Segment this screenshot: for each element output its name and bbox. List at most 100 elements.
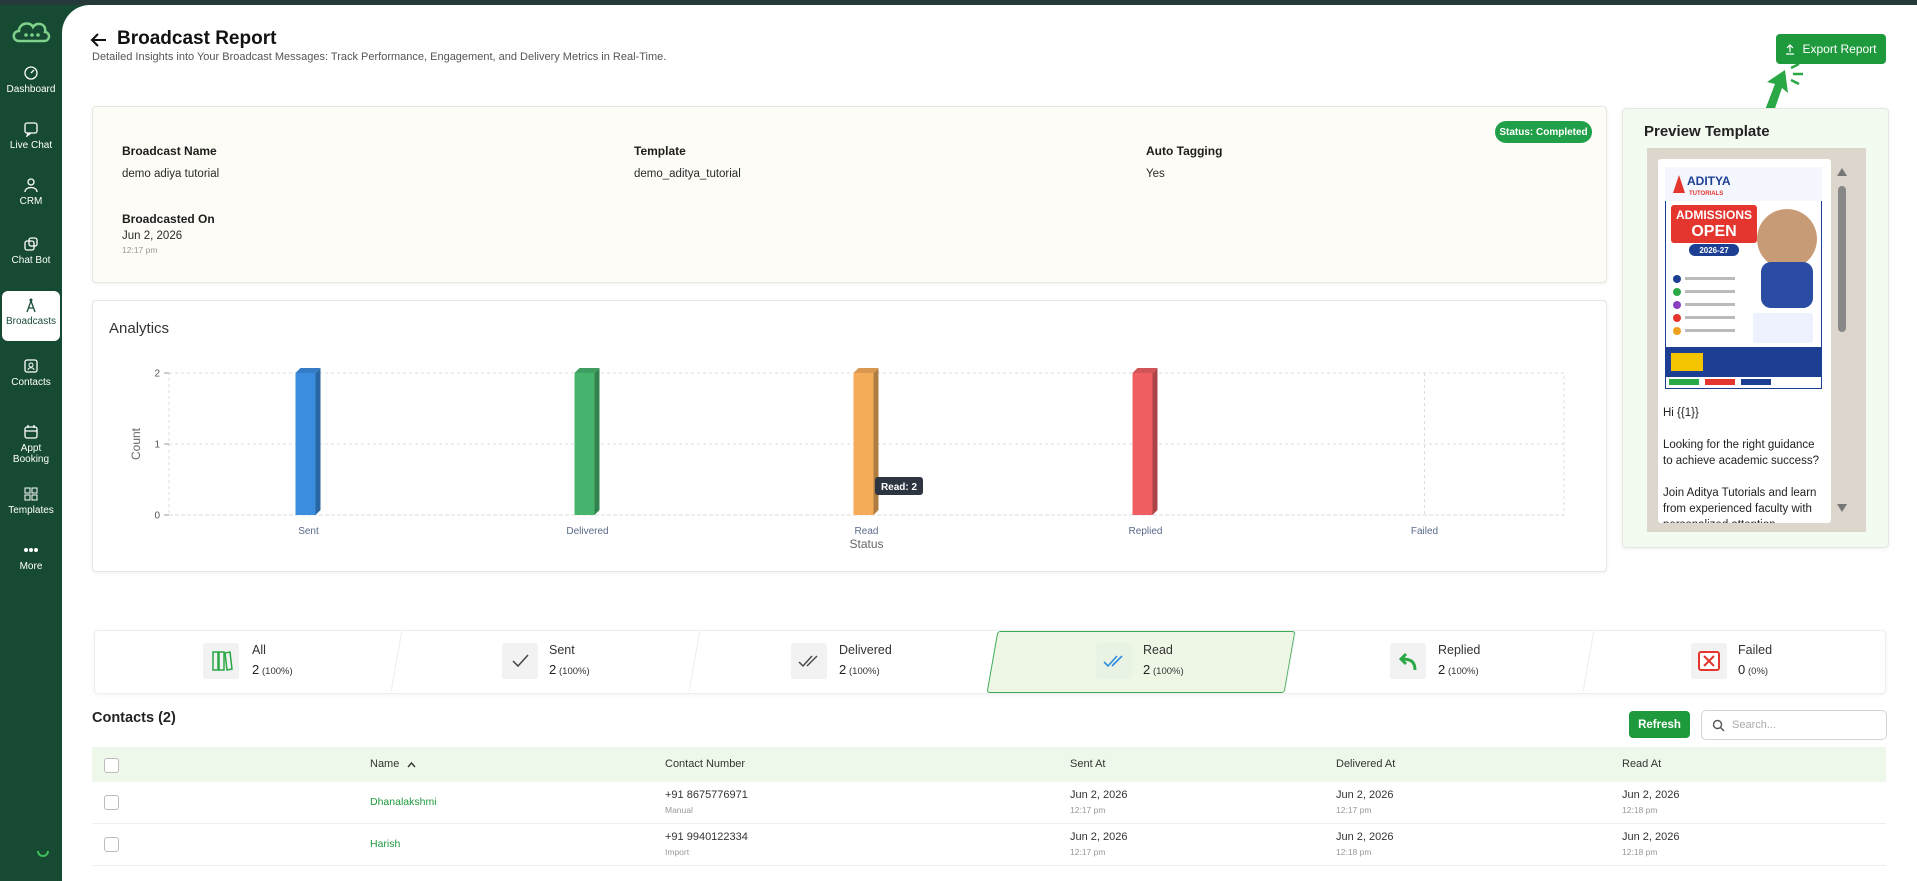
date: Jun 2, 2026	[1070, 789, 1128, 801]
export-button[interactable]: Export Report	[1776, 34, 1886, 64]
tab-count: 2	[839, 662, 847, 677]
back-arrow[interactable]	[90, 32, 108, 48]
sidebar-label: Templates	[8, 505, 54, 516]
bar-side	[1152, 368, 1158, 515]
sidebar-icon	[24, 548, 38, 552]
tab[interactable]	[688, 631, 997, 691]
sidebar-label: CRM	[19, 196, 43, 207]
tab[interactable]	[1284, 631, 1593, 691]
sidebar-item[interactable]: Chat Bot	[2, 230, 60, 280]
preview-title: Preview Template	[1644, 123, 1770, 140]
time: 12:18 pm	[1622, 805, 1658, 815]
sidebar-icon	[24, 237, 38, 251]
chart-title: Analytics	[109, 320, 170, 337]
tab-count: 2	[549, 662, 557, 677]
tab[interactable]	[390, 631, 699, 691]
contacts-title: Contacts (2)	[92, 710, 176, 726]
sidebar-item[interactable]: Contacts	[2, 352, 60, 402]
analytics-card	[92, 300, 1607, 572]
search-box[interactable]: Search...	[1701, 710, 1887, 740]
y-axis-label: Count	[129, 427, 143, 460]
field-label: Broadcast Name	[122, 144, 217, 158]
sidebar-label: Broadcasts	[5, 316, 57, 327]
bar-side	[315, 368, 321, 515]
sidebar-item[interactable]: Templates	[2, 480, 60, 530]
date: Jun 2, 2026	[1622, 831, 1680, 843]
tooltip-text: Read: 2	[881, 482, 918, 493]
tab-count: 2	[1438, 662, 1446, 677]
tab[interactable]	[1582, 631, 1891, 691]
tab-count: 2	[1143, 662, 1151, 677]
tab-percent: (100%)	[1448, 666, 1479, 677]
tab-icon	[502, 643, 538, 679]
poster-text: 2026-27	[1699, 246, 1729, 255]
scrollbar-art	[1837, 168, 1847, 512]
x-tick-label: Read	[855, 526, 879, 537]
refresh-button[interactable]: Refresh	[1629, 711, 1690, 738]
tab-icon	[1096, 643, 1132, 679]
sidebar-item[interactable]: Live Chat	[2, 115, 60, 165]
x-tick-label: Replied	[1129, 526, 1163, 537]
row-checkbox[interactable]	[104, 837, 119, 852]
field-value: Jun 2, 2026	[122, 230, 183, 242]
tab-icon	[203, 643, 239, 679]
time: 12:18 pm	[1336, 847, 1372, 857]
contact-name[interactable]: Harish	[370, 838, 401, 850]
message-line: Looking for the right guidance to achiev…	[1663, 439, 1819, 467]
message-line: Hi {{1}}	[1663, 407, 1699, 419]
poster-text: TUTORIALS	[1689, 191, 1723, 197]
sidebar-icon	[24, 66, 38, 80]
sidebar-item[interactable]: Broadcasts	[2, 291, 60, 341]
field-time: 12:17 pm	[122, 245, 158, 255]
tab-label: Replied	[1438, 643, 1481, 657]
page-title: Broadcast Report	[117, 28, 277, 49]
sidebar-item[interactable]: More	[2, 536, 60, 586]
y-tick-label: 2	[154, 369, 160, 380]
export-label: Export Report	[1802, 42, 1877, 56]
poster: ADITYA TUTORIALS ADMISSIONS OPEN 2026-27	[1665, 167, 1822, 389]
poster-text: ADMISSIONS	[1676, 208, 1752, 222]
message-bubble: ADITYA TUTORIALS ADMISSIONS OPEN 2026-27…	[1658, 159, 1831, 523]
x-tick-label: Delivered	[566, 526, 608, 537]
sidebar-item[interactable]: Appt Booking	[2, 418, 60, 468]
column-header: Sent At	[1070, 758, 1106, 770]
sidebar-label: Contacts	[11, 377, 51, 388]
tab-percent: (0%)	[1748, 666, 1769, 677]
time: 12:17 pm	[1336, 805, 1372, 815]
column-header: Read At	[1622, 758, 1662, 770]
date: Jun 2, 2026	[1336, 789, 1394, 801]
sort-icon	[407, 761, 416, 768]
bar	[1132, 373, 1153, 515]
date: Jun 2, 2026	[1622, 789, 1680, 801]
sidebar: Dashboard Live Chat CRM Chat Bot Broadcasts C…	[0, 5, 62, 881]
column-header: Name	[370, 758, 400, 770]
sidebar-item[interactable]: CRM	[2, 171, 60, 221]
contact-number: +91 9940122334	[665, 831, 748, 843]
bar	[853, 373, 874, 515]
date: Jun 2, 2026	[1070, 831, 1128, 843]
tab[interactable]	[986, 631, 1296, 693]
time: 12:18 pm	[1622, 847, 1658, 857]
tab-label: Failed	[1738, 643, 1773, 657]
tab-label: Sent	[549, 643, 575, 657]
sidebar-icon	[26, 298, 36, 313]
contact-number: +91 8675776971	[665, 789, 748, 801]
tab-icon	[791, 643, 827, 679]
tab-percent: (100%)	[1153, 666, 1184, 677]
contact-source: Import	[665, 847, 690, 857]
bar-top	[1132, 368, 1158, 373]
tab[interactable]	[93, 631, 400, 691]
bar	[574, 373, 595, 515]
tab-count: 0	[1738, 662, 1746, 677]
search-icon	[1712, 719, 1725, 732]
sidebar-icon	[24, 425, 38, 439]
sidebar-item[interactable]: Dashboard	[2, 59, 60, 109]
scrollbar[interactable]	[1836, 164, 1848, 514]
contact-name[interactable]: Dhanalakshmi	[370, 796, 437, 808]
bar-top	[295, 368, 321, 373]
y-tick-label: 1	[154, 440, 160, 451]
select-all-checkbox[interactable]	[104, 758, 119, 773]
row-checkbox[interactable]	[104, 795, 119, 810]
tab-count: 2	[252, 662, 260, 677]
bar-side	[594, 368, 600, 515]
